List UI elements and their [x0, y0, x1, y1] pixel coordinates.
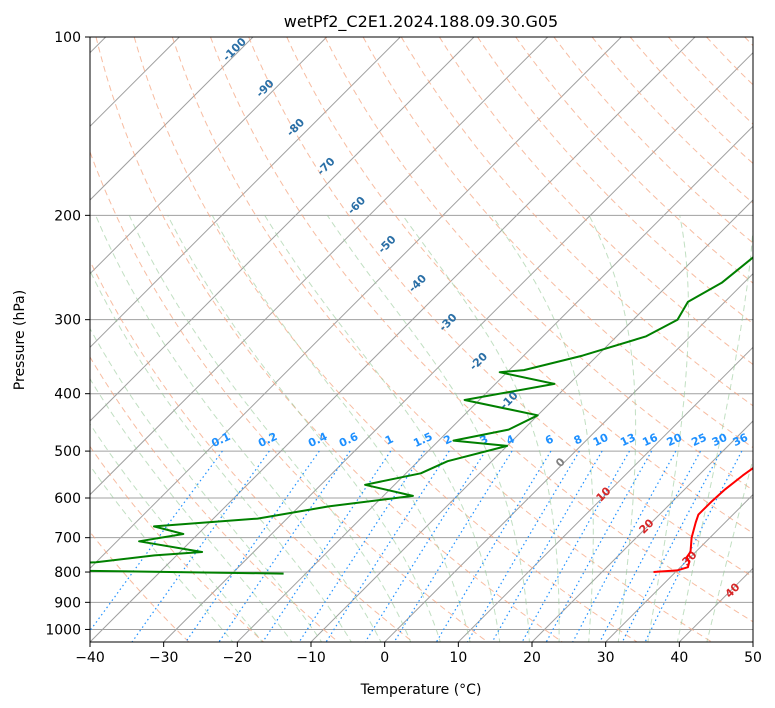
chart-title: wetPf2_C2E1.2024.188.09.30.G05: [284, 12, 558, 32]
x-tick-label: 40: [670, 650, 688, 666]
background-lines: [90, 37, 753, 642]
dry-adiabat-line: [90, 150, 489, 642]
dry-adiabat-line: [362, 37, 753, 449]
moist-adiabat-line: [95, 215, 382, 642]
moist-adiabat-line: [90, 269, 352, 642]
isotherm-line: [604, 493, 753, 642]
dry-adiabat-line: [90, 531, 190, 642]
isotherm-line: [90, 37, 622, 570]
temperature-profile-line: [653, 466, 753, 573]
mixing-ratio-line: [545, 450, 653, 642]
mixing-ratio-label: 25: [689, 431, 708, 449]
mixing-ratio-line: [298, 450, 425, 642]
dry-adiabat-line: [90, 445, 265, 642]
plot-area: [90, 37, 753, 642]
mixing-ratio-line: [364, 450, 486, 642]
moist-adiabat-line: [326, 215, 530, 642]
dry-adiabat-line: [248, 37, 753, 578]
mixing-ratio-label: 20: [665, 431, 685, 449]
moist-adiabat-line: [90, 423, 264, 642]
isotherm-line: [457, 346, 753, 642]
dry-adiabat-line: [90, 259, 414, 642]
y-tick-label: 300: [54, 313, 81, 329]
y-tick-label: 100: [54, 30, 81, 46]
dry-adiabat-line: [171, 37, 713, 642]
x-tick-label: −20: [223, 650, 253, 666]
isotherm-line: [531, 420, 753, 642]
x-tick-label: 30: [597, 650, 615, 666]
mixing-ratio-label: 16: [640, 431, 660, 449]
sounding-profiles: [90, 256, 753, 575]
dry-adiabat-line: [210, 37, 753, 623]
dry-adiabat-line: [286, 37, 753, 534]
moist-adiabat-line: [264, 215, 501, 642]
mixing-ratio-line: [572, 450, 677, 642]
y-tick-label: 900: [54, 595, 81, 611]
moist-adiabat-line: [491, 215, 594, 642]
isotherm-line: [90, 37, 254, 201]
y-tick-label: 600: [54, 491, 81, 507]
plot-frame: [89, 36, 754, 643]
y-axis-label: Pressure (hPa): [12, 290, 28, 390]
dry-adiabat-line: [324, 37, 753, 491]
axes: −40 −30 −20 −10 0 10 20 30 40 50 100 200 300 400 500 60…: [45, 30, 762, 666]
moist-adiabat-line: [90, 377, 293, 642]
mixing-ratio-line: [521, 450, 631, 642]
x-tick-label: 10: [449, 650, 467, 666]
y-tick-label: 200: [54, 208, 81, 224]
dry-adiabat-line: [95, 37, 564, 642]
x-tick-label: 0: [380, 650, 389, 666]
mixing-ratio-label: 10: [591, 431, 611, 449]
mixing-ratio-label: 36: [731, 431, 751, 449]
x-tick-label: 50: [744, 650, 762, 666]
mixing-ratio-line: [325, 450, 450, 642]
moist-adiabat-line: [588, 215, 637, 642]
moist-adiabat-line: [647, 215, 689, 642]
isotherm-line: [752, 641, 753, 642]
y-tick-label: 500: [54, 444, 81, 460]
mixing-ratio-label: 30: [710, 431, 730, 449]
isotherm-line: [90, 37, 475, 422]
x-tick-label: −30: [149, 650, 179, 666]
mixing-ratio-line: [185, 450, 320, 642]
x-tick-label: 20: [523, 650, 541, 666]
x-tick-label: −40: [75, 650, 105, 666]
x-axis-label: Temperature (°C): [360, 682, 482, 698]
moist-adiabat-line: [402, 215, 560, 642]
mixing-ratio-line: [393, 450, 513, 642]
moist-adiabat-line: [90, 327, 323, 642]
mixing-ratio-label: 13: [618, 431, 637, 449]
y-tick-label: 400: [54, 387, 81, 403]
y-tick-label: 700: [54, 531, 81, 547]
x-tick-label: −10: [296, 650, 326, 666]
moist-adiabat-line: [211, 215, 471, 642]
mixing-ratio-line: [621, 450, 722, 642]
y-tick-label: 1000: [45, 622, 81, 638]
dry-adiabat-line: [477, 37, 753, 325]
isotherm-line: [90, 37, 696, 642]
mixing-ratio-line: [90, 450, 223, 632]
mixing-ratio-line: [131, 450, 270, 642]
isotherm-line: [236, 125, 753, 642]
isotherm-line: [310, 199, 753, 642]
isotherm-line: [90, 37, 328, 275]
moist-adiabat-line: [167, 215, 441, 642]
mixing-ratio-line: [599, 450, 702, 642]
moist-adiabat-line: [128, 215, 412, 642]
isotherm-line: [162, 51, 753, 642]
moist-adiabat-line: [90, 464, 234, 642]
dry-adiabat-line: [133, 37, 638, 642]
y-tick-label: 800: [54, 565, 81, 581]
dewpoint-profile-line: [90, 256, 753, 575]
isotherm-line: [383, 272, 753, 642]
